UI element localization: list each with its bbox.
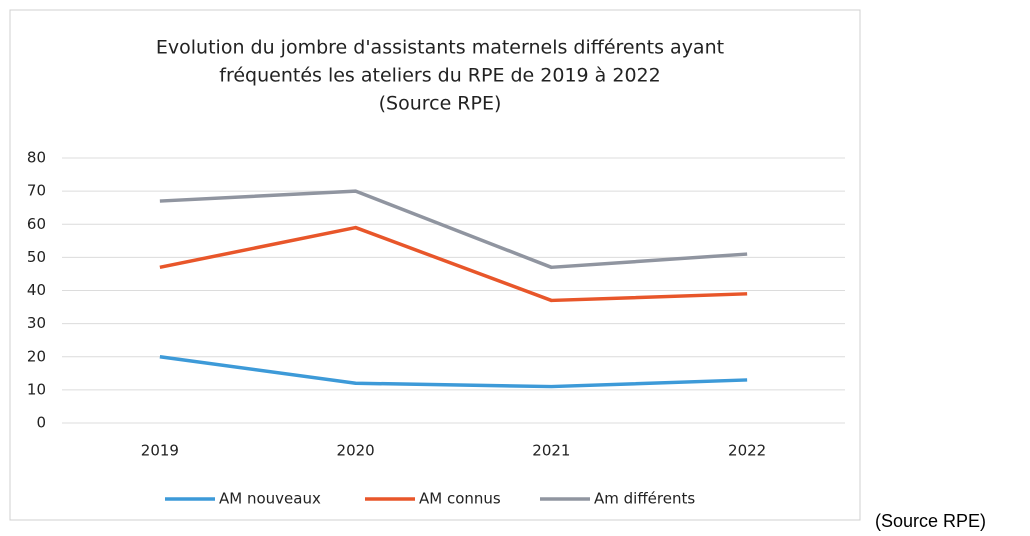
y-tick-label: 60 — [27, 215, 46, 233]
x-tick-label: 2022 — [728, 442, 766, 460]
chart-title: fréquentés les ateliers du RPE de 2019 à… — [219, 65, 660, 87]
line-series — [159, 189, 748, 270]
legend-label: AM nouveaux — [219, 490, 321, 508]
chart-title: (Source RPE) — [379, 93, 502, 115]
y-tick-label: 50 — [27, 248, 46, 266]
x-tick-label: 2020 — [337, 442, 375, 460]
y-tick-label: 70 — [27, 182, 46, 200]
y-tick-label: 80 — [27, 149, 46, 167]
chart-frame — [9, 9, 861, 521]
x-tick-label: 2019 — [141, 442, 179, 460]
y-tick-label: 40 — [27, 281, 46, 299]
y-tick-label: 10 — [27, 380, 46, 398]
chart-title: Evolution du jombre d'assistants materne… — [156, 37, 724, 59]
y-tick-label: 0 — [36, 414, 46, 432]
legend-label: Am différents — [594, 490, 695, 508]
x-tick-label: 2021 — [532, 442, 570, 460]
line-series — [159, 225, 748, 303]
line-series — [159, 355, 748, 389]
y-tick-label: 30 — [27, 314, 46, 332]
y-tick-label: 20 — [27, 347, 46, 365]
caption: (Source RPE) — [875, 511, 986, 531]
legend-label: AM connus — [419, 490, 501, 508]
